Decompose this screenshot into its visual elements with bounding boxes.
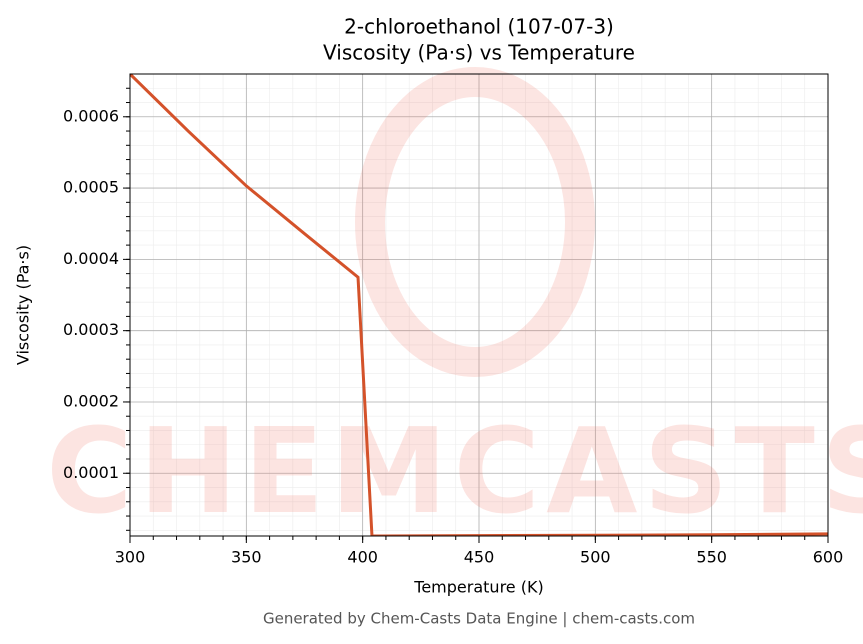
y-tick-label: 0.0003: [63, 320, 119, 339]
x-tick-label: 350: [231, 548, 262, 567]
line-series: [130, 74, 828, 536]
y-axis-label: Viscosity (Pa·s): [14, 245, 33, 365]
y-tick-label: 0.0004: [63, 249, 119, 268]
x-tick-label: 400: [347, 548, 378, 567]
chart-subtitle: Viscosity (Pa·s) vs Temperature: [323, 41, 635, 65]
y-tick-label: 0.0002: [63, 391, 119, 410]
x-tick-label: 550: [696, 548, 727, 567]
x-tick-label: 500: [580, 548, 611, 567]
plot-area: [130, 74, 828, 536]
chart-title: 2-chloroethanol (107-07-3): [344, 15, 614, 39]
x-tick-label: 450: [464, 548, 495, 567]
y-tick-label: 0.0005: [63, 178, 119, 197]
watermark: CHEMCASTS: [46, 402, 863, 540]
grid: [123, 74, 829, 543]
footer: Generated by Chem-Casts Data Engine | ch…: [263, 610, 695, 628]
plot-frame: [129, 73, 829, 537]
y-tick-label: 0.0006: [63, 106, 119, 125]
x-tick-label: 600: [813, 548, 844, 567]
watermark-logo: [355, 67, 595, 377]
y-tick-label: 0.0001: [63, 463, 119, 482]
x-axis-label: Temperature (K): [413, 578, 543, 597]
x-tick-label: 300: [115, 548, 146, 567]
